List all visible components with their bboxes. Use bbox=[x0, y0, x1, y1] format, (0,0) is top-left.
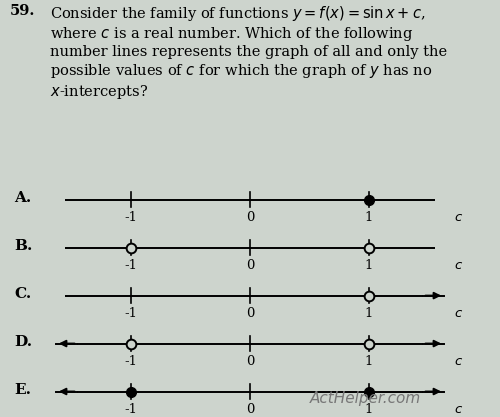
Text: E.: E. bbox=[14, 383, 32, 397]
Text: $c$: $c$ bbox=[454, 355, 463, 368]
Text: $c$: $c$ bbox=[454, 211, 463, 224]
Text: C.: C. bbox=[14, 287, 32, 301]
Text: 0: 0 bbox=[246, 211, 254, 224]
Text: -1: -1 bbox=[124, 307, 138, 320]
Text: 1: 1 bbox=[365, 307, 373, 320]
Text: 59.: 59. bbox=[10, 4, 36, 18]
Text: B.: B. bbox=[14, 239, 32, 254]
Text: -1: -1 bbox=[124, 355, 138, 368]
Text: D.: D. bbox=[14, 335, 32, 349]
Text: 1: 1 bbox=[365, 403, 373, 416]
Text: 1: 1 bbox=[365, 259, 373, 272]
Text: $c$: $c$ bbox=[454, 259, 463, 272]
Text: ActHelper.com: ActHelper.com bbox=[310, 391, 420, 406]
Text: A.: A. bbox=[14, 191, 32, 206]
Text: 1: 1 bbox=[365, 211, 373, 224]
Text: 1: 1 bbox=[365, 355, 373, 368]
Text: -1: -1 bbox=[124, 403, 138, 416]
Text: $c$: $c$ bbox=[454, 307, 463, 320]
Text: 0: 0 bbox=[246, 307, 254, 320]
Text: -1: -1 bbox=[124, 211, 138, 224]
Text: 0: 0 bbox=[246, 355, 254, 368]
Text: 0: 0 bbox=[246, 259, 254, 272]
Text: $c$: $c$ bbox=[454, 403, 463, 416]
Text: 0: 0 bbox=[246, 403, 254, 416]
Text: -1: -1 bbox=[124, 259, 138, 272]
Text: Consider the family of functions $y = f(x) = \sin x + c$,
where $c$ is a real nu: Consider the family of functions $y = f(… bbox=[50, 4, 447, 100]
